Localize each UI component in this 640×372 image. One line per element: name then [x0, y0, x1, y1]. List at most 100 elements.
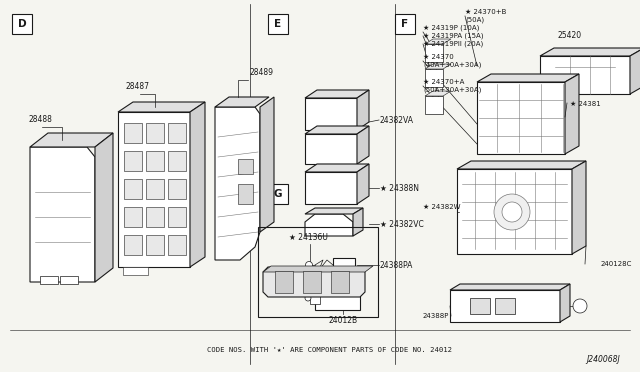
- Bar: [60, 276, 78, 284]
- Bar: [305, 134, 357, 164]
- Bar: [124, 123, 142, 143]
- Bar: [124, 235, 142, 255]
- Text: ★ 24136U: ★ 24136U: [289, 233, 328, 242]
- Bar: [310, 292, 320, 304]
- Polygon shape: [353, 208, 363, 236]
- Bar: [303, 271, 321, 293]
- Bar: [305, 172, 357, 204]
- Polygon shape: [305, 214, 353, 236]
- Bar: [118, 112, 190, 267]
- Polygon shape: [30, 147, 95, 282]
- Polygon shape: [190, 102, 205, 267]
- Text: F: F: [401, 19, 408, 29]
- Polygon shape: [425, 91, 451, 96]
- Circle shape: [305, 295, 311, 301]
- Bar: [168, 179, 186, 199]
- Text: 240128C: 240128C: [601, 261, 632, 267]
- Bar: [470, 298, 490, 314]
- Text: ★ 24370+A: ★ 24370+A: [423, 79, 465, 85]
- Bar: [425, 96, 443, 114]
- Polygon shape: [305, 126, 369, 134]
- Bar: [168, 235, 186, 255]
- Polygon shape: [263, 267, 365, 297]
- Bar: [331, 271, 349, 293]
- Bar: [425, 44, 443, 62]
- Text: J240068J: J240068J: [586, 355, 620, 364]
- Polygon shape: [450, 284, 570, 290]
- Circle shape: [305, 262, 312, 269]
- Text: 24382VA: 24382VA: [380, 115, 414, 125]
- Text: G: G: [274, 189, 282, 199]
- Polygon shape: [215, 97, 269, 107]
- Bar: [540, 56, 630, 94]
- Polygon shape: [215, 107, 260, 260]
- Polygon shape: [260, 97, 274, 232]
- Bar: [12, 14, 32, 34]
- Bar: [258, 227, 378, 317]
- Text: CODE NOS. WITH '★' ARE COMPONENT PARTS OF CODE NO. 24012: CODE NOS. WITH '★' ARE COMPONENT PARTS O…: [207, 347, 452, 353]
- Bar: [315, 288, 360, 310]
- Bar: [168, 123, 186, 143]
- Polygon shape: [540, 48, 640, 56]
- Text: (50A): (50A): [465, 17, 484, 23]
- Bar: [168, 207, 186, 227]
- Bar: [495, 298, 515, 314]
- Bar: [333, 258, 355, 272]
- Text: ★ 24381: ★ 24381: [570, 101, 601, 107]
- Circle shape: [502, 202, 522, 222]
- Bar: [124, 179, 142, 199]
- Bar: [238, 184, 253, 204]
- Text: 25420: 25420: [558, 31, 582, 40]
- Polygon shape: [572, 161, 586, 254]
- Bar: [457, 169, 572, 254]
- Polygon shape: [305, 164, 369, 172]
- Polygon shape: [305, 90, 369, 98]
- Text: 24388P: 24388P: [423, 313, 449, 319]
- Text: ★ 24382W: ★ 24382W: [423, 204, 461, 210]
- Bar: [425, 69, 443, 87]
- Polygon shape: [477, 74, 579, 82]
- Bar: [146, 179, 164, 199]
- Text: 24388PA: 24388PA: [380, 260, 413, 269]
- Bar: [146, 151, 164, 171]
- Text: ★ 24319P (10A): ★ 24319P (10A): [423, 25, 479, 31]
- Polygon shape: [560, 284, 570, 322]
- Bar: [238, 159, 253, 174]
- Text: ★ 24370+B: ★ 24370+B: [465, 9, 506, 15]
- Bar: [450, 290, 560, 322]
- Polygon shape: [263, 266, 373, 272]
- Polygon shape: [357, 126, 369, 164]
- Polygon shape: [425, 64, 451, 69]
- Text: (50A+30A+30A): (50A+30A+30A): [423, 87, 481, 93]
- Polygon shape: [95, 133, 113, 282]
- Polygon shape: [457, 161, 586, 169]
- Text: E: E: [275, 19, 282, 29]
- Polygon shape: [357, 90, 369, 130]
- Text: ★ 24382VC: ★ 24382VC: [380, 219, 424, 228]
- Bar: [146, 235, 164, 255]
- Text: ★ 24370: ★ 24370: [423, 54, 454, 60]
- Polygon shape: [565, 74, 579, 154]
- Bar: [123, 267, 148, 275]
- Polygon shape: [630, 48, 640, 94]
- Bar: [40, 276, 58, 284]
- Bar: [124, 151, 142, 171]
- Polygon shape: [425, 39, 451, 44]
- Bar: [305, 98, 357, 130]
- Text: D: D: [18, 19, 26, 29]
- Polygon shape: [118, 102, 205, 112]
- Bar: [268, 14, 288, 34]
- Bar: [146, 207, 164, 227]
- Text: ★ 24319PA (15A): ★ 24319PA (15A): [423, 33, 483, 39]
- Text: 28489: 28489: [250, 68, 274, 77]
- Bar: [268, 184, 288, 204]
- Text: 28488: 28488: [28, 115, 52, 124]
- Bar: [395, 14, 415, 34]
- Bar: [124, 207, 142, 227]
- Bar: [146, 123, 164, 143]
- Text: (40A+30A+30A): (40A+30A+30A): [423, 62, 481, 68]
- Bar: [275, 271, 293, 293]
- Polygon shape: [357, 164, 369, 204]
- Polygon shape: [305, 208, 363, 214]
- Polygon shape: [30, 133, 113, 147]
